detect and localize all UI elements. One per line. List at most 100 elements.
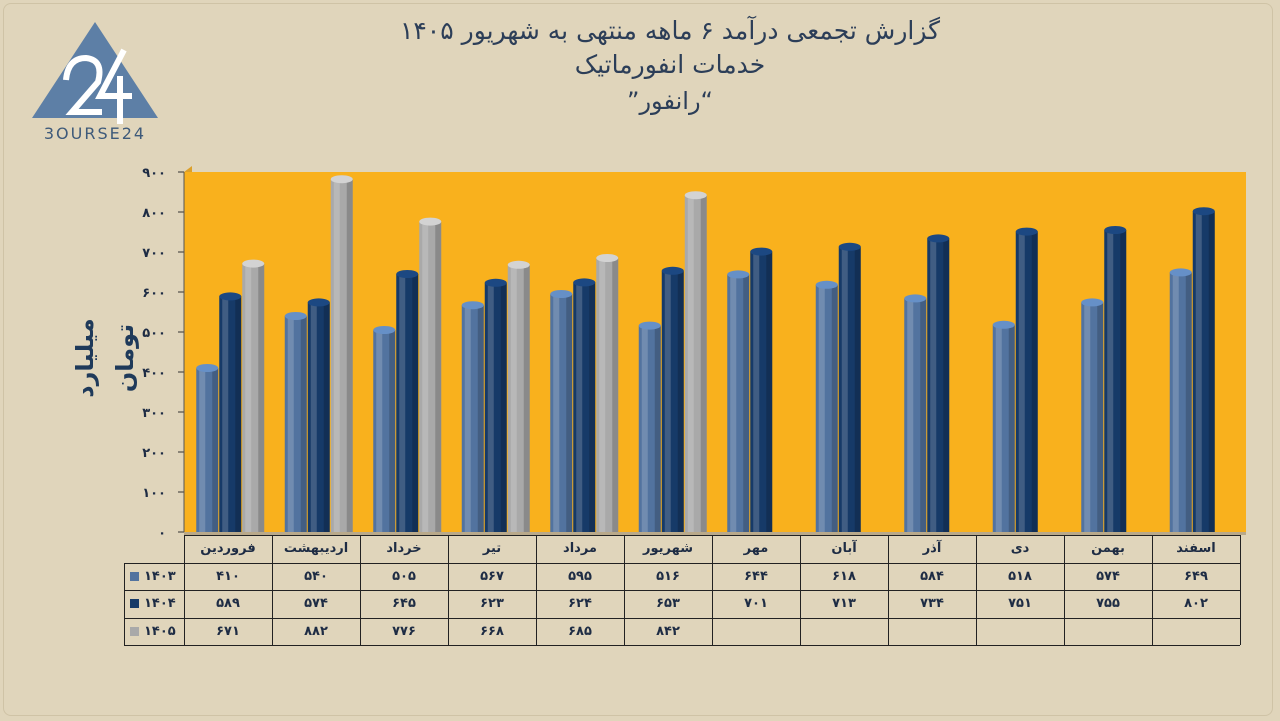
bar-۱۴۰۵-1	[330, 175, 353, 532]
data-label: ۵۶۷	[480, 568, 504, 584]
category-label: بهمن	[1091, 541, 1125, 557]
bar-۱۴۰۳-6	[727, 270, 750, 532]
y-tick-label: ۴۰۰	[142, 366, 166, 381]
bar-۱۴۰۵-4	[596, 254, 619, 532]
table-vline	[448, 535, 449, 645]
data-label	[800, 618, 888, 646]
category-label: فروردین	[200, 541, 256, 557]
title-line-1: گزارش تجمعی درآمد ۶ ماهه منتهی به شهریور…	[399, 16, 941, 45]
bar-۱۴۰۴-2	[396, 270, 419, 532]
bar-۱۴۰۴-8	[927, 234, 950, 532]
category-label: تیر	[482, 541, 502, 557]
data-label	[1064, 618, 1152, 646]
table-hline	[124, 645, 1240, 646]
data-label: ۵۱۶	[656, 568, 680, 584]
data-label: ۷۷۶	[392, 623, 416, 639]
bar-۱۴۰۴-7	[838, 242, 861, 533]
legend-swatch	[130, 599, 139, 609]
data-label	[1152, 618, 1240, 646]
table-vline	[124, 562, 125, 645]
table-hline	[124, 590, 1240, 591]
legend-swatch	[130, 571, 139, 581]
bar-۱۴۰۴-6	[750, 247, 773, 532]
bar-۱۴۰۴-0	[219, 292, 242, 532]
bar-۱۴۰۳-10	[1081, 298, 1104, 532]
data-label: ۶۷۱	[216, 623, 240, 639]
data-label: ۶۴۴	[744, 568, 768, 584]
legend-row-label: ۱۴۰۵	[124, 618, 184, 646]
y-tick-label: ۷۰۰	[142, 246, 166, 261]
legend-row-label: ۱۴۰۳	[124, 563, 184, 591]
data-label: ۸۰۲	[1184, 596, 1208, 612]
bar-۱۴۰۳-9	[992, 320, 1015, 532]
chart-titles: گزارش تجمعی درآمد ۶ ماهه منتهی به شهریور…	[260, 14, 1080, 120]
data-label: ۶۲۴	[568, 596, 592, 612]
data-label: ۵۷۴	[304, 596, 328, 612]
legend-swatch	[130, 626, 139, 636]
data-label	[888, 618, 976, 646]
data-label: ۶۴۹	[1184, 568, 1208, 584]
table-vline	[184, 535, 185, 645]
table-vline	[1240, 535, 1241, 645]
data-label	[712, 618, 800, 646]
bar-۱۴۰۴-9	[1015, 227, 1038, 532]
y-tick-label: ۱۰۰	[142, 486, 166, 501]
table-hline	[124, 617, 1240, 619]
bar-۱۴۰۳-8	[904, 294, 927, 532]
data-label: ۶۶۸	[480, 623, 504, 639]
legend-row-label: ۱۴۰۴	[124, 590, 184, 618]
bar-۱۴۰۴-5	[661, 266, 684, 532]
data-label: ۵۱۸	[1008, 568, 1032, 584]
legend-series-name: ۱۴۰۳	[144, 568, 176, 584]
table-vline	[624, 535, 625, 645]
title-line-2: خدمات انفورماتیک	[574, 50, 766, 79]
y-tick-label: ۸۰۰	[142, 206, 166, 221]
table-vline	[800, 535, 801, 645]
data-label: ۶۱۸	[832, 568, 856, 584]
data-label	[976, 618, 1064, 646]
legend-series-name: ۱۴۰۵	[144, 623, 176, 639]
bar-۱۴۰۵-3	[507, 260, 530, 532]
data-label: ۵۴۰	[304, 568, 328, 584]
data-label: ۷۳۴	[920, 596, 944, 612]
data-label: ۴۱۰	[216, 568, 240, 584]
table-vline	[888, 535, 889, 645]
bar-۱۴۰۵-2	[419, 217, 442, 532]
bar-۱۴۰۴-1	[307, 298, 330, 532]
bar-۱۴۰۳-3	[461, 301, 484, 532]
table-vline	[536, 535, 537, 645]
table-hline	[124, 562, 1240, 564]
table-vline	[712, 535, 713, 645]
bar-۱۴۰۴-4	[573, 278, 596, 532]
bar-۱۴۰۴-10	[1104, 226, 1127, 532]
data-label: ۶۲۳	[480, 596, 504, 612]
category-label: مرداد	[563, 541, 597, 557]
category-label: اسفند	[1176, 541, 1216, 557]
table-vline	[1064, 535, 1065, 645]
category-label: آبان	[831, 541, 857, 557]
logo-text: 3OURSE24	[43, 124, 147, 143]
data-label: ۷۵۵	[1096, 596, 1120, 612]
data-label: ۵۷۴	[1096, 568, 1120, 584]
bar-۱۴۰۳-11	[1169, 268, 1192, 532]
data-label: ۸۴۲	[656, 623, 680, 639]
category-label: خرداد	[386, 541, 422, 557]
table-vline	[272, 535, 273, 645]
y-tick-label: ۶۰۰	[142, 286, 166, 301]
data-label: ۶۵۳	[656, 596, 680, 612]
data-label: ۵۸۹	[216, 596, 240, 612]
data-label: ۷۰۱	[744, 596, 768, 612]
category-label: اردیبهشت	[283, 541, 349, 557]
table-vline	[1152, 535, 1153, 645]
data-label: ۷۵۱	[1008, 596, 1032, 612]
data-label: ۶۸۵	[568, 623, 592, 639]
data-label: ۵۰۵	[392, 568, 416, 584]
data-label: ۸۸۲	[304, 623, 328, 639]
data-label: ۵۹۵	[568, 568, 592, 584]
bar-۱۴۰۳-0	[196, 364, 219, 532]
bar-۱۴۰۳-4	[550, 290, 573, 532]
bar-۱۴۰۳-2	[373, 326, 396, 532]
y-tick-label: ۰	[158, 526, 166, 541]
plot-background	[184, 172, 1246, 532]
table-vline	[360, 535, 361, 645]
